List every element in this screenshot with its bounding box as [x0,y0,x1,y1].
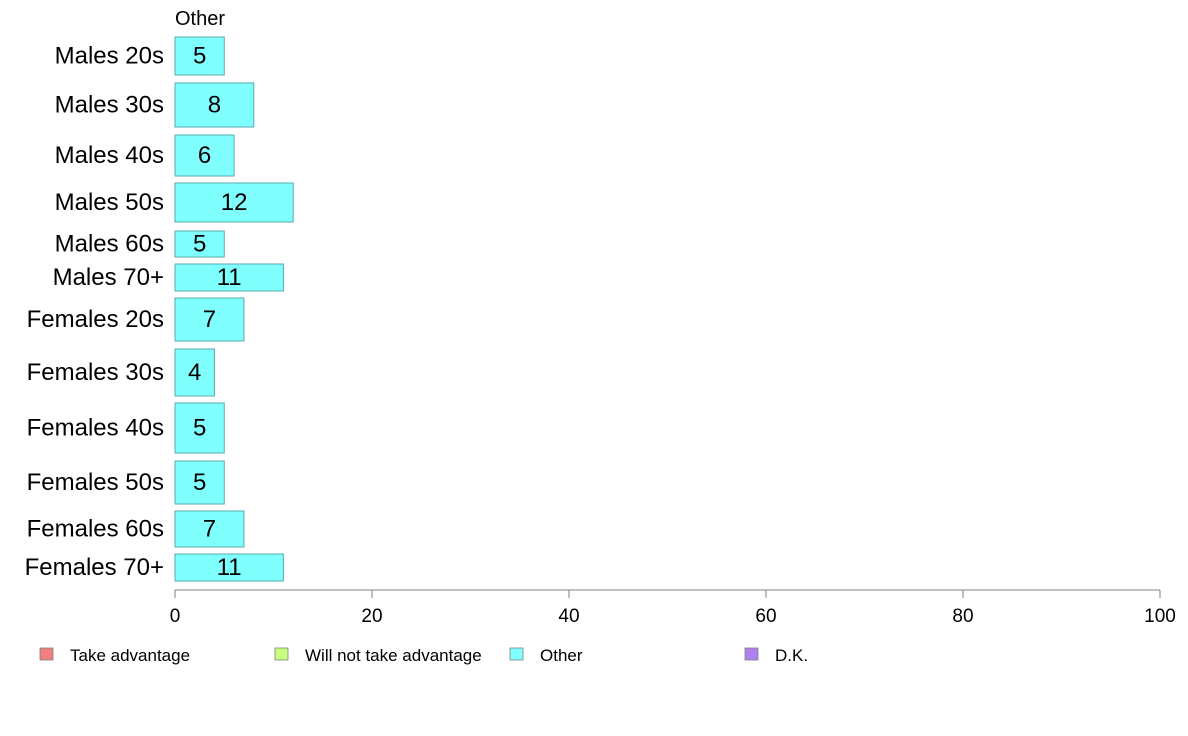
legend-label: D.K. [775,646,808,665]
x-tick-label: 20 [361,606,382,627]
category-label: Males 60s [55,231,164,258]
value-label: 6 [198,142,211,169]
panel-title: Other [175,8,225,30]
x-tick-label: 60 [755,606,776,627]
legend-swatch [744,647,759,661]
category-labels-group: Males 20s Males 30s Males 40s Males 50s Male… [25,43,164,582]
bar [174,134,235,177]
legend-swatch [274,647,289,661]
bar [174,36,225,76]
legend-label: Take advantage [70,646,190,665]
legend-label: Will not take advantage [305,646,482,665]
value-label: 8 [208,92,221,119]
legend-swatch [509,647,524,661]
bar [174,510,245,548]
category-label: Males 30s [55,92,164,119]
category-label: Males 40s [55,142,164,169]
value-label: 4 [188,359,201,386]
legend-label: Other [540,646,583,665]
bar [174,230,225,258]
category-label: Females 60s [27,516,164,543]
bars-group [174,36,294,582]
x-tick-label: 40 [558,606,579,627]
bar [174,460,225,505]
value-label: 5 [193,469,206,496]
bar [174,263,284,292]
bar [174,553,284,582]
legend: Take advantage Will not take advantage Oth… [39,646,808,665]
value-label: 5 [193,43,206,70]
bar [174,82,255,128]
value-label: 5 [193,231,206,258]
legend-swatch [39,647,54,661]
value-label: 5 [193,415,206,442]
bar [174,348,215,397]
x-axis: 0 20 40 60 80 100 [170,589,1176,627]
category-label: Females 70+ [25,554,164,581]
category-label: Males 50s [55,189,164,216]
category-label: Females 50s [27,469,164,496]
bar [174,402,225,454]
value-label: 11 [217,554,242,581]
x-tick-label: 80 [952,606,973,627]
bar [174,297,245,342]
x-tick-label: 0 [170,606,181,627]
value-label: 12 [221,189,248,216]
value-label: 11 [217,264,242,291]
category-label: Males 70+ [53,264,164,291]
value-label: 7 [203,516,216,543]
bar [174,182,294,223]
category-label: Males 20s [55,43,164,70]
category-label: Females 40s [27,415,164,442]
value-label: 7 [203,306,216,333]
category-label: Females 20s [27,306,164,333]
x-tick-label: 100 [1144,606,1176,627]
category-label: Females 30s [27,359,164,386]
